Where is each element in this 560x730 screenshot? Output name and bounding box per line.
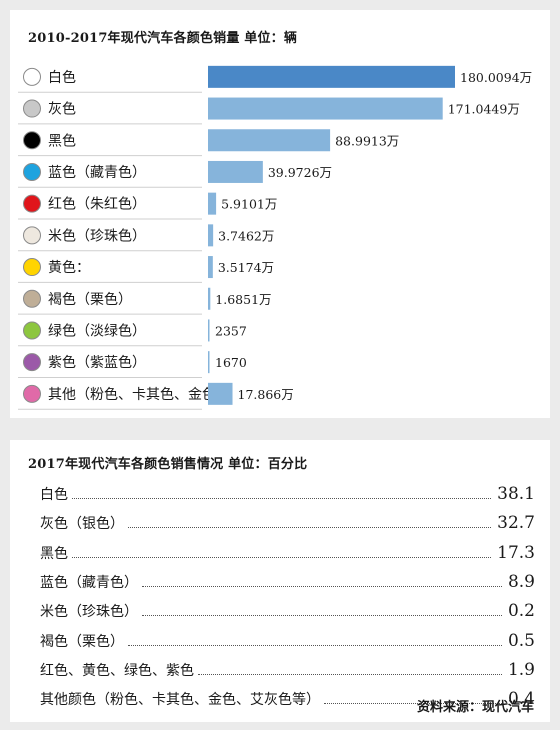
share-row: 白色 38.1 (40, 478, 535, 504)
share-row: 米色（珍珠色） 0.2 (40, 595, 535, 622)
bar (208, 160, 263, 183)
share-row: 蓝色（藏青色） 8.9 (40, 566, 535, 592)
share-label: 米色（珍珠色） (40, 601, 140, 622)
value-label: 2357 (215, 323, 247, 338)
value-label: 180.0094万 (460, 70, 532, 85)
bar (208, 192, 217, 215)
value-label: 88.9913万 (335, 133, 399, 148)
bar (208, 287, 211, 310)
bar (208, 382, 233, 405)
color-swatch (23, 384, 41, 403)
share-row: 黑色 17.3 (40, 537, 535, 563)
category-label: 绿色（淡绿色） (48, 322, 146, 339)
share-label: 红色、黄色、绿色、紫色 (40, 659, 196, 680)
share-label: 灰色（银色） (40, 513, 126, 534)
color-swatch (23, 131, 41, 150)
color-swatch (23, 194, 41, 213)
source-note: 资料来源：现代汽车 (416, 700, 534, 715)
sales-share-panel: 2017年现代汽车各颜色销售情况 单位：百分比 白色 38.1 灰色（银色） 32.7… (10, 440, 550, 722)
category-label: 白色 (48, 69, 76, 86)
bar (208, 319, 210, 342)
share-value: 32.7 (497, 513, 535, 534)
sales-volume-panel: 2010-2017年现代汽车各颜色销量 单位：辆 白色 180.0094万灰色 17… (10, 10, 550, 418)
leader-dots (198, 673, 502, 675)
leader-dots (142, 585, 502, 587)
share-value: 8.9 (507, 571, 535, 592)
share-row: 红色、黄色、绿色、紫色 1.9 (40, 654, 535, 680)
category-label: 米色（珍珠色） (48, 227, 146, 244)
sales-share-title: 2017年现代汽车各颜色销售情况 单位：百分比 (28, 457, 308, 472)
value-label: 3.5174万 (218, 260, 274, 275)
share-row: 褐色（栗色） 0.5 (40, 625, 535, 651)
category-label: 灰色 (48, 101, 76, 118)
category-label: 紫色（紫蓝色） (48, 354, 146, 371)
share-value: 0.5 (507, 630, 535, 651)
leader-dots (128, 644, 502, 646)
bar (208, 129, 331, 152)
share-label: 其他颜色（粉色、卡其色、金色、艾灰色等） (40, 689, 322, 710)
share-value: 17.3 (497, 542, 535, 563)
leader-dots (324, 702, 502, 705)
share-label: 蓝色（藏青色） (40, 571, 140, 592)
category-label: 红色（朱红色） (48, 196, 146, 213)
share-label: 黑色 (40, 542, 70, 563)
color-swatch (23, 67, 41, 86)
category-label: 其他（粉色、卡其色、金色） (48, 386, 230, 403)
color-swatch (23, 99, 41, 118)
bar (208, 224, 214, 247)
share-value: 0.2 (507, 601, 535, 622)
color-swatch (23, 258, 41, 277)
value-label: 39.9726万 (268, 165, 332, 180)
share-label: 褐色（栗色） (40, 630, 126, 651)
color-swatch (23, 162, 41, 181)
category-label: 褐色（栗色） (48, 291, 132, 308)
leader-dots (72, 556, 492, 558)
value-label: 3.7462万 (218, 228, 274, 243)
leader-dots (72, 497, 492, 499)
value-label: 1.6851万 (215, 292, 271, 307)
color-swatch (23, 353, 41, 372)
bar (208, 97, 443, 120)
color-swatch (23, 226, 41, 245)
value-label: 17.866万 (238, 387, 294, 402)
share-label: 白色 (40, 484, 70, 504)
share-row: 灰色（银色） 32.7 (40, 507, 535, 534)
category-label: 蓝色（藏青色） (48, 164, 146, 181)
share-row: 其他颜色（粉色、卡其色、金色、艾灰色等） 0.4 (40, 683, 535, 710)
sales-volume-title: 2010-2017年现代汽车各颜色销量 单位：辆 (28, 31, 298, 46)
leader-dots (142, 614, 502, 617)
color-swatch (23, 289, 41, 308)
bar (208, 256, 213, 279)
color-swatch (23, 321, 41, 340)
share-value: 1.9 (507, 659, 535, 680)
category-label: 黄色： (48, 259, 90, 276)
value-label: 1670 (215, 355, 247, 370)
share-value: 0.4 (507, 689, 535, 710)
leader-dots (128, 526, 492, 529)
value-label: 5.9101万 (221, 197, 277, 212)
category-label: 黑色 (48, 132, 76, 149)
value-label: 171.0449万 (448, 102, 520, 117)
share-value: 38.1 (497, 484, 535, 504)
bar (208, 65, 455, 88)
bar (208, 351, 210, 374)
